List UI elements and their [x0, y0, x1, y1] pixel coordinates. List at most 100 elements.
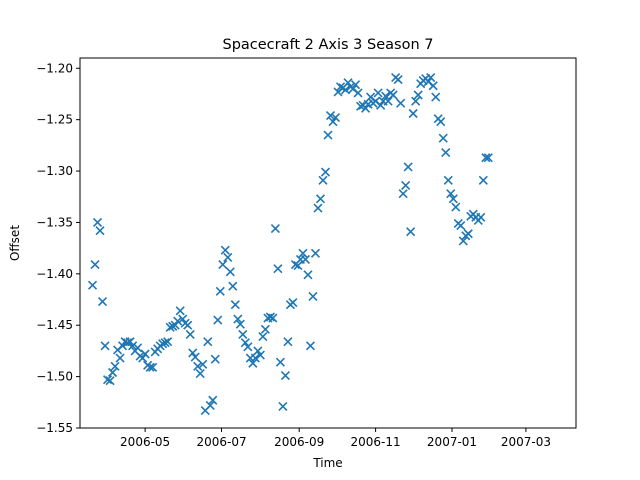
y-tick-label: −1.30	[36, 164, 73, 178]
data-point	[188, 348, 198, 358]
data-point	[401, 180, 411, 191]
data-point	[213, 315, 223, 325]
data-point	[158, 339, 168, 349]
data-point	[411, 96, 421, 106]
x-tick-label: 2006-11	[351, 435, 401, 449]
plot-frame	[79, 57, 577, 429]
data-point	[398, 189, 408, 199]
data-point	[325, 110, 336, 121]
data-point	[205, 400, 215, 410]
data-point	[243, 342, 253, 352]
data-point	[108, 367, 118, 378]
data-point	[123, 338, 133, 348]
data-point	[300, 254, 311, 265]
data-point	[230, 300, 240, 310]
x-tick-label: 2006-09	[274, 435, 324, 449]
data-point	[140, 349, 150, 359]
data-point	[225, 267, 235, 277]
data-point	[95, 226, 105, 236]
data-point	[138, 353, 148, 363]
y-tick-label: −1.25	[36, 113, 73, 127]
data-point	[223, 252, 233, 262]
data-point	[318, 175, 328, 185]
y-tick-label: −1.50	[36, 370, 73, 384]
y-tick-label: −1.35	[36, 215, 73, 229]
data-point	[441, 147, 451, 158]
data-point	[388, 90, 398, 100]
data-point	[458, 236, 468, 246]
data-point	[438, 133, 448, 143]
data-point	[476, 212, 486, 222]
data-point	[413, 90, 423, 100]
data-point	[198, 359, 208, 369]
y-tick-label: −1.55	[36, 421, 73, 435]
data-point	[373, 88, 383, 98]
data-point	[340, 85, 351, 95]
data-point	[260, 324, 270, 334]
data-point	[250, 353, 260, 363]
data-point	[255, 350, 265, 360]
data-point	[448, 194, 458, 204]
data-point	[175, 306, 185, 316]
data-point	[350, 80, 361, 90]
data-point	[90, 260, 100, 270]
data-point	[97, 297, 108, 307]
data-point	[178, 314, 188, 324]
data-point	[238, 329, 248, 340]
data-point	[258, 331, 268, 342]
data-point	[248, 358, 258, 368]
x-tick-label: 2007-01	[427, 435, 477, 449]
data-point	[148, 362, 158, 372]
data-point	[431, 92, 441, 102]
data-point	[310, 248, 321, 258]
data-point	[426, 72, 436, 83]
data-point	[275, 357, 285, 367]
data-point	[280, 371, 290, 381]
data-point	[92, 217, 103, 228]
x-axis-label: Time	[312, 456, 342, 470]
data-point	[133, 343, 143, 353]
data-point	[87, 280, 98, 290]
data-point	[233, 314, 243, 324]
data-point	[193, 361, 203, 371]
data-point	[305, 341, 316, 351]
data-point	[353, 88, 363, 98]
data-point	[313, 203, 323, 213]
data-point	[376, 100, 386, 110]
data-point	[406, 227, 416, 237]
data-point	[110, 361, 120, 371]
plot-area	[79, 57, 577, 429]
y-axis-label: Offset	[8, 225, 22, 261]
data-point	[163, 337, 173, 347]
y-axis: −1.20 −1.25 −1.30 −1.35 −1.40 −1.45 −1.50 −1.55	[36, 61, 80, 435]
data-point	[436, 117, 446, 127]
data-point	[253, 346, 263, 356]
y-tick-label: −1.45	[36, 318, 73, 332]
data-point	[105, 376, 115, 386]
data-point	[165, 322, 175, 332]
x-tick-label: 2006-07	[196, 435, 246, 449]
data-point	[190, 352, 200, 362]
data-point	[265, 312, 275, 322]
y-tick-label: −1.40	[36, 267, 73, 281]
data-point	[463, 229, 473, 239]
data-point	[125, 337, 135, 347]
data-point	[115, 353, 125, 363]
x-axis: 2006-05 2006-07 2006-09 2006-11 2007-01 2007-…	[120, 428, 551, 449]
data-point	[278, 401, 288, 411]
x-tick-label: 2006-05	[120, 435, 170, 449]
data-point	[173, 316, 183, 326]
data-point	[478, 175, 488, 185]
data-point	[218, 260, 228, 270]
data-point	[100, 341, 110, 351]
data-point	[428, 81, 438, 91]
data-markers	[87, 72, 493, 416]
data-point	[443, 175, 453, 185]
data-point	[298, 248, 308, 258]
data-point	[240, 338, 250, 348]
data-point	[170, 320, 180, 330]
data-point	[456, 220, 466, 231]
data-point	[185, 329, 195, 340]
data-point	[183, 320, 193, 330]
